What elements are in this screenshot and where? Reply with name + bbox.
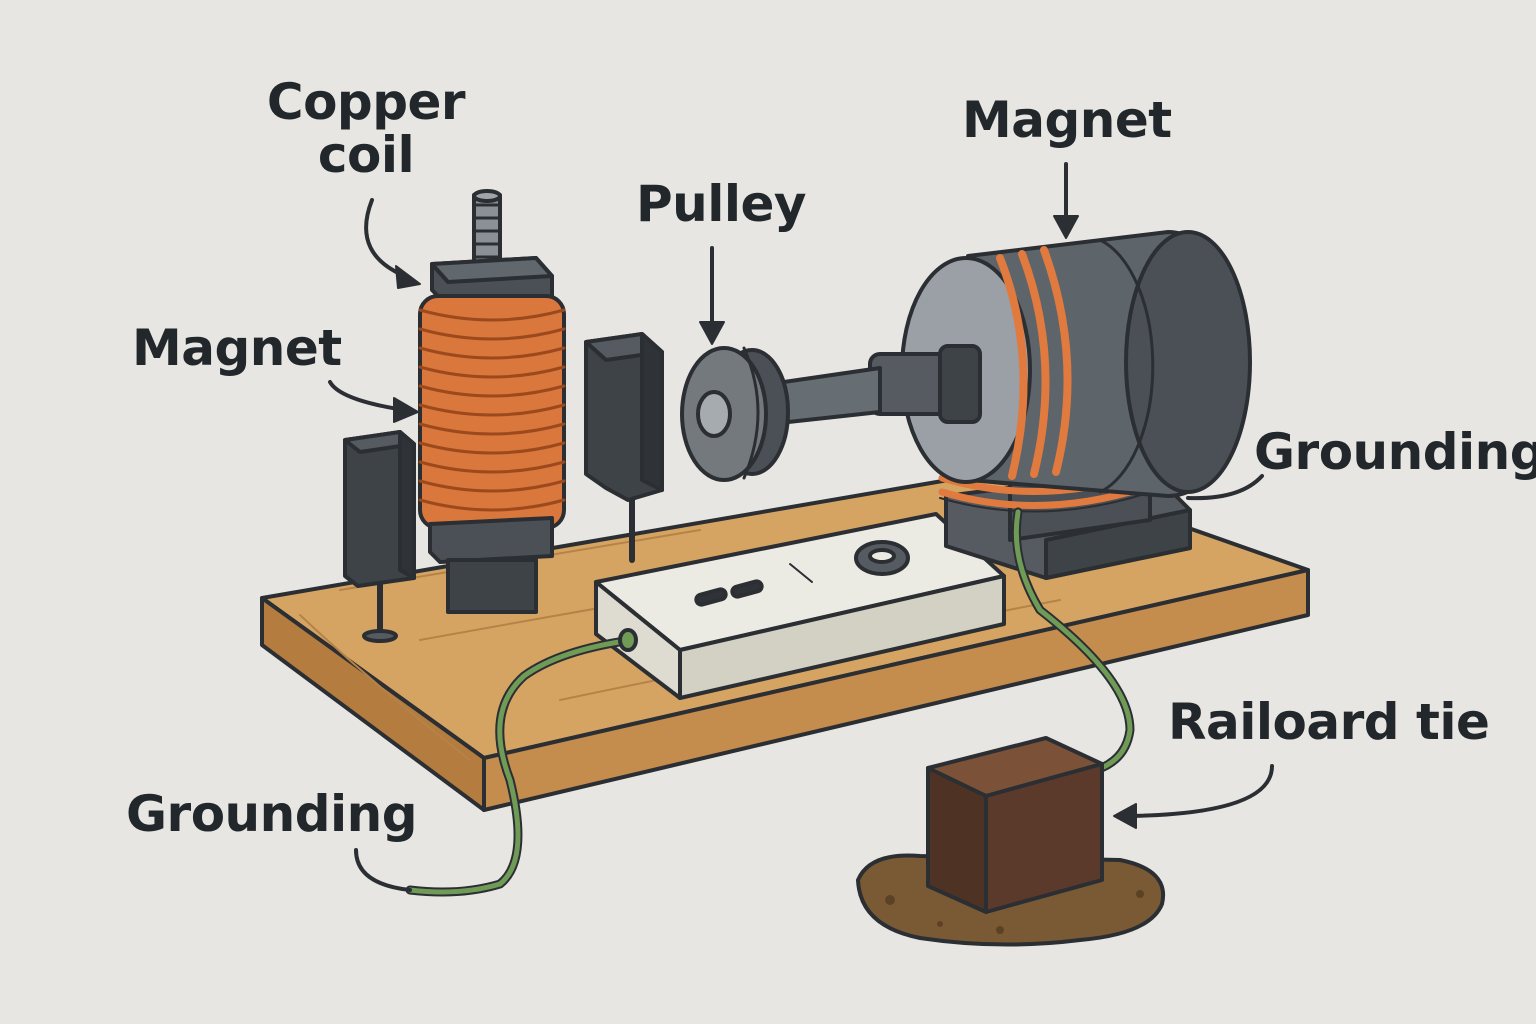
motor-magnet [868, 230, 1252, 580]
copper-coil-electromagnet [418, 189, 566, 614]
left-grounding-label: Grounding [126, 785, 418, 843]
railroad-tie [856, 736, 1166, 947]
pulley-label: Pulley [636, 175, 807, 233]
copper-coil-label: Copper coil [266, 73, 466, 184]
pointer-arrows [328, 162, 1274, 892]
left-magnet-label: Magnet [132, 319, 342, 377]
pulley-assembly [680, 346, 882, 482]
left-magnet-block [343, 430, 416, 643]
grounding-wires [405, 507, 1135, 897]
right-grounding-label: Grounding [1254, 423, 1536, 481]
power-strip [594, 512, 1006, 700]
railroad-tie-label: Railoard tie [1168, 693, 1490, 751]
right-magnet-label: Magnet [962, 91, 1172, 149]
middle-magnet-block [584, 332, 664, 563]
